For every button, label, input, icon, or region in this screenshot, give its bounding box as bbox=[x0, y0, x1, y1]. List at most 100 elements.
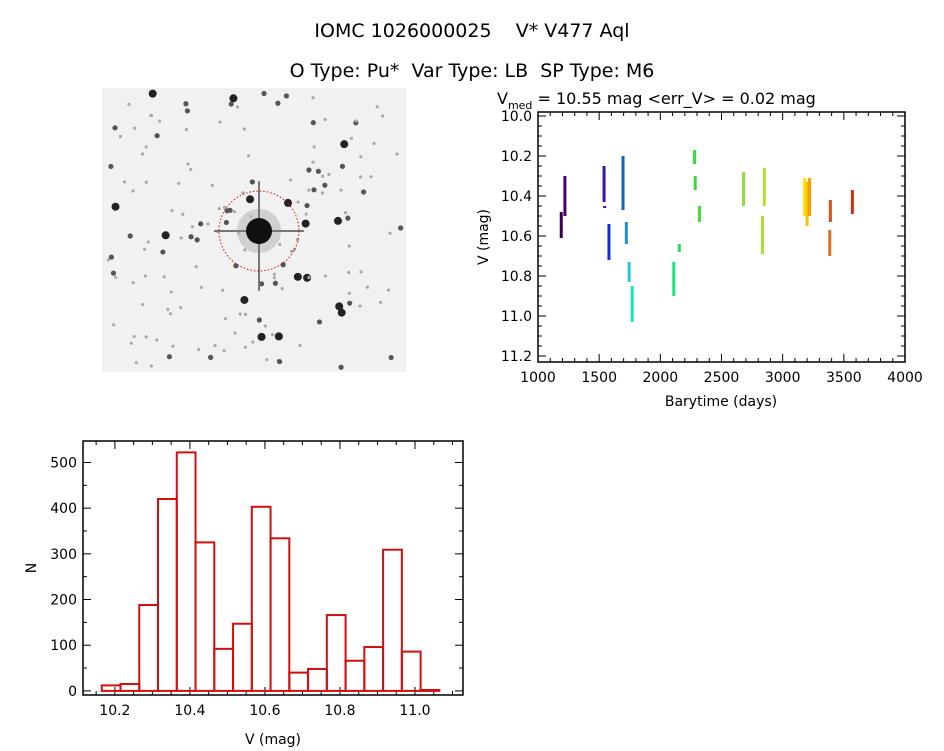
histogram-bar bbox=[419, 688, 441, 692]
light-curve-ytick-label: 10.4 bbox=[501, 189, 532, 205]
histogram-ytick-label: 100 bbox=[50, 638, 77, 654]
light-curve-data-segment bbox=[624, 222, 628, 244]
histogram-bar bbox=[194, 541, 216, 692]
star bbox=[246, 195, 255, 204]
star bbox=[361, 189, 367, 195]
star bbox=[108, 254, 114, 260]
light-curve-xlabel: Barytime (days) bbox=[665, 394, 777, 410]
star bbox=[243, 248, 247, 252]
star bbox=[243, 345, 248, 349]
star bbox=[274, 332, 283, 341]
histogram-bar bbox=[213, 647, 235, 692]
star bbox=[208, 354, 214, 360]
star bbox=[144, 180, 148, 184]
star bbox=[108, 163, 114, 170]
star bbox=[321, 174, 325, 178]
histogram-xtick-label: 10.8 bbox=[324, 703, 355, 719]
star bbox=[272, 272, 276, 276]
star bbox=[283, 93, 290, 99]
light-curve-data-segment bbox=[805, 182, 809, 226]
star bbox=[335, 302, 344, 311]
star bbox=[223, 317, 228, 321]
star bbox=[106, 258, 110, 262]
light-curve-data-segment bbox=[672, 262, 676, 296]
light-curve-xtick-label: 1500 bbox=[581, 370, 617, 386]
star bbox=[312, 145, 316, 149]
histogram-bar bbox=[325, 614, 347, 692]
star bbox=[171, 344, 175, 348]
star bbox=[210, 183, 214, 187]
light-curve-xtick-label: 3000 bbox=[765, 370, 801, 386]
star bbox=[144, 335, 148, 339]
light-curve-plot-frame bbox=[537, 111, 906, 363]
star bbox=[288, 178, 293, 182]
light-curve-data-segment bbox=[607, 224, 611, 260]
star bbox=[246, 154, 251, 158]
light-curve-ytick-label: 10.0 bbox=[501, 109, 532, 125]
star bbox=[129, 341, 133, 345]
light-curve-data-segment bbox=[693, 176, 697, 190]
star bbox=[112, 323, 116, 327]
light-curve-title: Vmed = 10.55 mag <err_V> = 0.02 mag bbox=[497, 89, 816, 112]
histogram-bar bbox=[138, 604, 160, 692]
star bbox=[160, 249, 166, 255]
star bbox=[169, 290, 173, 294]
light-curve-data-segment bbox=[760, 216, 764, 254]
histogram-plot-frame bbox=[82, 440, 464, 696]
star bbox=[307, 275, 311, 280]
star bbox=[359, 270, 363, 274]
star bbox=[158, 119, 162, 123]
histogram-bar bbox=[119, 683, 141, 692]
histogram-bar bbox=[232, 622, 253, 692]
star bbox=[149, 364, 153, 368]
star bbox=[347, 244, 351, 248]
star bbox=[337, 308, 346, 317]
star bbox=[311, 187, 317, 193]
light-curve-xtick-label: 2500 bbox=[704, 370, 740, 386]
star bbox=[186, 162, 190, 166]
star bbox=[148, 89, 157, 98]
star bbox=[166, 354, 173, 360]
star bbox=[170, 208, 174, 213]
star bbox=[228, 101, 234, 107]
star bbox=[380, 114, 385, 118]
star bbox=[222, 349, 226, 353]
histogram-bar bbox=[288, 671, 310, 692]
star bbox=[280, 262, 286, 268]
star bbox=[217, 207, 221, 211]
light-curve-ytick-label: 10.2 bbox=[501, 149, 532, 165]
star bbox=[155, 338, 159, 342]
star bbox=[223, 219, 229, 226]
star bbox=[112, 125, 118, 131]
star bbox=[131, 189, 135, 193]
histogram-bar bbox=[363, 646, 385, 692]
star bbox=[278, 242, 282, 247]
star bbox=[118, 134, 123, 139]
light-curve-ytick-label: 11.2 bbox=[501, 349, 532, 365]
star bbox=[256, 317, 262, 323]
light-curve-xtick-label: 3500 bbox=[826, 370, 862, 386]
star bbox=[181, 212, 185, 216]
target-circle bbox=[218, 190, 300, 272]
star bbox=[347, 270, 351, 275]
star bbox=[358, 304, 362, 308]
star bbox=[235, 105, 240, 109]
star bbox=[372, 141, 376, 146]
histogram-bar bbox=[250, 505, 272, 692]
star bbox=[243, 312, 248, 316]
light-curve-ytick-label: 10.8 bbox=[501, 269, 532, 285]
star bbox=[166, 307, 170, 311]
histogram-ytick-label: 200 bbox=[50, 593, 77, 609]
light-curve-xtick-label: 4000 bbox=[887, 370, 923, 386]
star bbox=[276, 358, 283, 365]
star bbox=[140, 152, 145, 156]
star bbox=[149, 113, 153, 118]
histogram-ytick-label: 500 bbox=[50, 455, 77, 471]
star bbox=[272, 276, 277, 280]
light-curve-xtick-label: 2000 bbox=[643, 370, 679, 386]
histogram-ytick-label: 300 bbox=[50, 547, 77, 563]
star bbox=[275, 100, 281, 106]
star bbox=[233, 331, 237, 335]
light-curve-ytick-label: 11.0 bbox=[501, 309, 532, 325]
